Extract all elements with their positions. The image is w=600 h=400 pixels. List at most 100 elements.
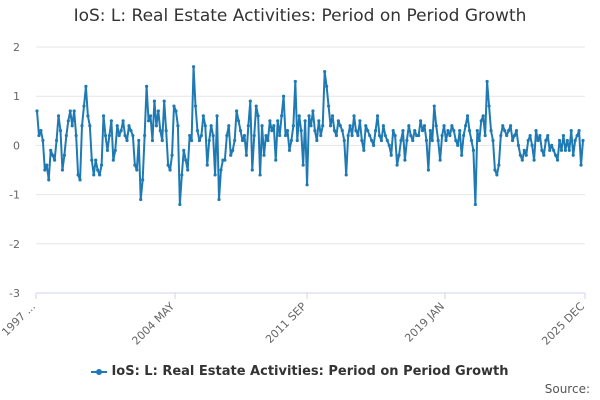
data-point[interactable] — [534, 129, 538, 133]
data-point[interactable] — [268, 119, 272, 123]
data-point[interactable] — [567, 148, 571, 152]
data-point[interactable] — [354, 129, 358, 133]
data-point[interactable] — [555, 158, 560, 162]
data-point[interactable] — [103, 133, 108, 138]
data-point[interactable] — [424, 138, 429, 143]
data-point[interactable] — [344, 173, 348, 177]
data-point[interactable] — [172, 104, 176, 108]
data-point[interactable] — [58, 129, 63, 133]
data-point[interactable] — [366, 129, 370, 133]
data-point[interactable] — [291, 124, 295, 128]
data-point[interactable] — [164, 129, 168, 133]
data-point[interactable] — [379, 138, 384, 143]
data-point[interactable] — [395, 163, 399, 167]
data-point[interactable] — [248, 99, 252, 103]
data-point[interactable] — [477, 138, 481, 143]
data-point[interactable] — [41, 138, 45, 143]
data-point[interactable] — [548, 148, 552, 152]
data-point[interactable] — [56, 114, 61, 118]
data-point[interactable] — [372, 143, 376, 147]
data-point[interactable] — [227, 124, 231, 128]
data-point[interactable] — [70, 124, 74, 128]
data-point[interactable] — [285, 129, 290, 133]
data-point[interactable] — [360, 138, 364, 143]
data-point[interactable] — [272, 124, 276, 128]
data-point[interactable] — [520, 158, 524, 162]
data-point[interactable] — [557, 138, 562, 143]
data-point[interactable] — [577, 129, 581, 133]
data-point[interactable] — [575, 133, 579, 138]
data-point[interactable] — [162, 99, 166, 103]
data-point[interactable] — [538, 133, 542, 138]
data-point[interactable] — [489, 129, 493, 133]
data-point[interactable] — [579, 163, 583, 167]
data-point[interactable] — [342, 138, 346, 143]
data-point[interactable] — [289, 138, 294, 143]
data-point[interactable] — [256, 114, 260, 118]
data-point[interactable] — [493, 168, 497, 172]
data-point[interactable] — [188, 133, 192, 138]
data-point[interactable] — [190, 138, 194, 143]
data-point[interactable] — [385, 138, 389, 143]
data-point[interactable] — [471, 148, 476, 152]
data-point[interactable] — [536, 138, 540, 143]
data-point[interactable] — [141, 178, 145, 182]
data-point[interactable] — [516, 143, 521, 147]
data-point[interactable] — [358, 119, 362, 123]
data-point[interactable] — [454, 138, 458, 143]
data-point[interactable] — [526, 138, 530, 143]
data-point[interactable] — [107, 133, 112, 138]
data-point[interactable] — [563, 148, 567, 152]
data-point[interactable] — [205, 163, 209, 167]
data-point[interactable] — [387, 143, 391, 147]
data-point[interactable] — [495, 173, 499, 177]
data-point[interactable] — [446, 129, 450, 133]
data-point[interactable] — [137, 138, 141, 143]
data-point[interactable] — [86, 114, 90, 118]
data-point[interactable] — [315, 138, 319, 143]
data-point[interactable] — [186, 168, 190, 172]
data-point[interactable] — [383, 133, 387, 138]
data-point[interactable] — [45, 163, 49, 167]
data-point[interactable] — [465, 114, 470, 118]
data-point[interactable] — [99, 163, 104, 167]
data-point[interactable] — [203, 124, 207, 128]
data-point[interactable] — [569, 129, 573, 133]
data-point[interactable] — [448, 133, 452, 138]
data-point[interactable] — [473, 202, 477, 207]
data-point[interactable] — [491, 138, 495, 143]
data-point[interactable] — [146, 119, 151, 123]
data-point[interactable] — [571, 153, 575, 157]
data-point[interactable] — [319, 133, 323, 138]
data-point[interactable] — [334, 133, 339, 138]
data-point[interactable] — [66, 119, 70, 123]
data-point[interactable] — [78, 178, 82, 182]
data-point[interactable] — [47, 178, 51, 182]
data-point[interactable] — [82, 104, 86, 108]
data-point[interactable] — [460, 153, 464, 157]
data-point[interactable] — [125, 138, 129, 143]
data-point[interactable] — [287, 148, 292, 152]
data-point[interactable] — [479, 119, 483, 123]
data-point[interactable] — [373, 129, 378, 133]
data-point[interactable] — [170, 153, 174, 157]
data-point[interactable] — [184, 158, 188, 162]
data-point[interactable] — [313, 129, 317, 133]
data-point[interactable] — [544, 138, 548, 143]
data-point[interactable] — [174, 109, 178, 113]
data-point[interactable] — [403, 158, 407, 162]
data-point[interactable] — [148, 114, 153, 118]
data-point[interactable] — [389, 153, 393, 157]
data-point[interactable] — [338, 124, 342, 128]
data-point[interactable] — [240, 138, 245, 143]
data-point[interactable] — [229, 153, 233, 157]
data-point[interactable] — [368, 133, 372, 138]
data-point[interactable] — [522, 148, 526, 152]
data-point[interactable] — [428, 129, 432, 133]
data-point[interactable] — [309, 124, 313, 128]
data-point[interactable] — [350, 133, 354, 138]
data-point[interactable] — [199, 133, 203, 138]
data-point[interactable] — [399, 138, 403, 143]
data-point[interactable] — [393, 133, 397, 138]
data-point[interactable] — [236, 119, 241, 123]
